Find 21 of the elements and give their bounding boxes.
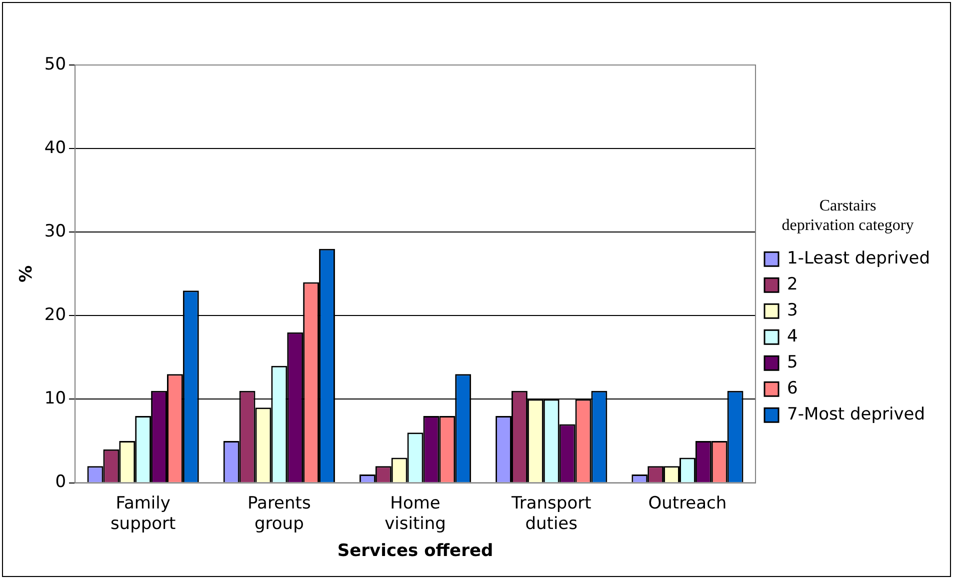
y-tick-label: 10 (44, 388, 66, 409)
y-tick-label: 50 (44, 54, 66, 74)
legend-label: 3 (787, 300, 798, 321)
y-tick-label: 0 (55, 472, 66, 492)
legend-label: 1-Least deprived (787, 248, 930, 269)
legend-label: 2 (787, 274, 798, 295)
legend-label: 5 (787, 352, 798, 373)
legend-label: 7-Most deprived (787, 404, 926, 425)
legend-title: Carstairs deprivation category (782, 198, 914, 234)
y-tick-label: 30 (44, 222, 66, 242)
legend-label: 6 (787, 378, 798, 399)
y-axis-title: % (16, 265, 37, 282)
x-tick-label: Transport duties (510, 493, 592, 534)
legend-label: 4 (787, 326, 798, 347)
x-tick-label: Parents group (248, 493, 311, 534)
y-tick-label: 20 (44, 305, 66, 326)
x-tick-label: Family support (110, 493, 176, 534)
x-axis-title: Services offered (337, 541, 494, 562)
x-tick-label: Outreach (648, 493, 727, 514)
x-tick-label: Home visiting (384, 493, 446, 534)
y-tick-label: 40 (44, 138, 66, 158)
